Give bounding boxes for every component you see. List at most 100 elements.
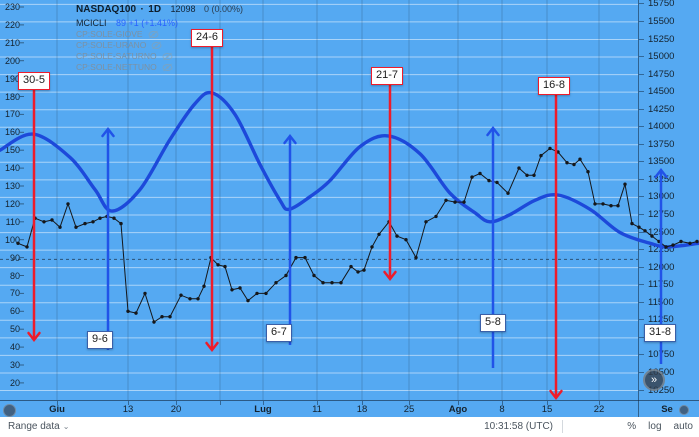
data-point-dot	[495, 180, 499, 185]
status-bar: Range data ⌄ 10:31:58 (UTC) % log auto	[0, 417, 699, 437]
price-axis-label: 15500	[638, 15, 675, 27]
data-point-dot	[91, 220, 95, 224]
data-point-dot	[630, 221, 634, 226]
data-point-dot	[58, 225, 62, 229]
price-axis-label: 14750	[638, 68, 675, 80]
time-axis-tick	[317, 401, 318, 405]
price-axis-label: 15250	[638, 33, 675, 45]
cycle-date-label-24-6[interactable]: 24-6	[191, 29, 224, 47]
data-point-dot	[112, 216, 116, 220]
cycle-date-label-30-5[interactable]: 30-5	[18, 72, 51, 90]
data-point-dot	[593, 202, 597, 206]
left-axis-label: 80	[9, 270, 20, 281]
data-point-dot	[152, 320, 156, 324]
data-point-dot	[695, 239, 699, 244]
cycle-bottom-arrow-6-7[interactable]	[283, 133, 297, 345]
auto-scale-toggle[interactable]: auto	[673, 421, 693, 432]
percent-scale-toggle[interactable]: %	[627, 421, 637, 432]
cycle-date-label-9-6[interactable]: 9-6	[87, 331, 113, 349]
indicator-legend-row[interactable]: MCICLI 89 +1 (+1.41%)	[76, 16, 243, 30]
data-point-dot	[126, 309, 130, 313]
cycle-composite-curve[interactable]	[0, 90, 699, 249]
data-point-dot	[50, 218, 54, 222]
data-point-dot	[66, 202, 70, 206]
data-point-dot	[688, 241, 692, 245]
session-clock-icon[interactable]	[679, 405, 689, 415]
cycle-bottom-arrow-9-6[interactable]	[101, 126, 115, 350]
left-axis-label: 210	[4, 37, 20, 48]
overlay-legend-rows: CP:SOLE-GIOVE CP:SOLE-URANO CP:SOLE-SATURN…	[76, 29, 243, 73]
cycle-top-arrow-21-7[interactable]	[383, 85, 397, 282]
data-point-dot	[578, 157, 582, 161]
chart-legend: NASDAQ100 · 1D 12098 0 (0.00%) MCICLI 89…	[76, 2, 243, 73]
data-point-dot	[586, 170, 590, 174]
arrow-down-icon	[27, 331, 41, 343]
overlay-name: CP:SOLE-SATURNO	[76, 50, 157, 61]
data-point-dot	[643, 229, 647, 233]
indicator-name[interactable]: MCICLI	[76, 17, 107, 28]
symbol-name[interactable]: NASDAQ100	[76, 4, 137, 15]
left-axis-label: 140	[4, 163, 20, 174]
eye-off-icon[interactable]	[162, 63, 173, 72]
time-axis-tick	[458, 401, 459, 405]
toolbar-collapse-icon[interactable]	[3, 404, 16, 417]
data-point-dot	[679, 239, 683, 244]
overlay-legend-row[interactable]: CP:SOLE-SATURNO	[76, 51, 243, 62]
cycle-top-arrow-24-6[interactable]	[205, 47, 219, 353]
footer-divider	[562, 420, 563, 433]
data-point-dot	[506, 191, 510, 195]
data-point-dot	[216, 263, 220, 267]
data-point-dot	[565, 161, 569, 165]
cycle-date-label-6-7[interactable]: 6-7	[266, 324, 292, 342]
data-point-dot	[434, 214, 438, 219]
left-axis-label: 50	[9, 324, 20, 335]
data-point-dot	[179, 293, 183, 297]
symbol-change: 0 (0.00%)	[204, 4, 244, 14]
time-axis-tick	[176, 401, 177, 405]
symbol-interval[interactable]: 1D	[148, 4, 162, 15]
overlay-name: CP:SOLE-NETTUNO	[76, 61, 157, 72]
data-point-dot	[395, 234, 399, 238]
scroll-right-button[interactable]: »	[643, 369, 665, 391]
overlay-legend-row[interactable]: CP:SOLE-URANO	[76, 40, 243, 51]
data-point-dot	[637, 225, 641, 229]
data-point-dot	[424, 220, 428, 224]
time-axis-label-25: 25	[403, 404, 415, 415]
data-point-dot	[264, 291, 268, 296]
time-axis-label-Lug: Lug	[254, 404, 272, 415]
cycle-bottom-arrow-5-8[interactable]	[486, 125, 500, 368]
time-axis[interactable]: Giu 13 20 Lug 11 18 25 Ago 8 15 22 Se	[0, 400, 699, 417]
price-axis-label: 15000	[638, 51, 675, 63]
data-point-dot	[294, 255, 298, 260]
time-axis-tick	[409, 401, 410, 405]
cycle-date-label-16-8[interactable]: 16-8	[538, 77, 571, 95]
price-axis-label: 14250	[638, 103, 675, 115]
data-point-dot	[98, 216, 102, 220]
data-point-dot	[196, 297, 200, 301]
cycle-top-arrow-16-8[interactable]	[549, 95, 563, 401]
data-point-dot	[274, 281, 278, 285]
overlay-name: CP:SOLE-URANO	[76, 39, 147, 50]
overlay-legend-row[interactable]: CP:SOLE-GIOVE	[76, 29, 243, 40]
chevron-down-icon: ⌄	[62, 422, 70, 431]
cycle-top-arrow-30-5[interactable]	[27, 89, 41, 343]
eye-off-icon[interactable]	[148, 30, 159, 39]
data-point-dot	[539, 153, 543, 158]
cycle-date-label-31-8[interactable]: 31-8	[644, 324, 677, 342]
indicator-values: 89 +1 (+1.41%)	[115, 17, 179, 28]
mcicli-dotted-line[interactable]	[17, 147, 698, 323]
clock-utc-label[interactable]: 10:31:58 (UTC)	[484, 421, 553, 432]
eye-off-icon[interactable]	[162, 52, 173, 61]
cycle-date-label-21-7[interactable]: 21-7	[371, 67, 404, 85]
overlay-legend-row[interactable]: CP:SOLE-NETTUNO	[76, 62, 243, 73]
price-axis-label: 13500	[638, 156, 675, 168]
symbol-legend-row[interactable]: NASDAQ100 · 1D 12098 0 (0.00%)	[76, 2, 243, 16]
log-scale-toggle[interactable]: log	[648, 421, 662, 432]
range-data-dropdown[interactable]: Range data ⌄	[8, 421, 70, 432]
cycle-date-label-5-8[interactable]: 5-8	[480, 314, 506, 332]
price-chart-area[interactable]: 230 220 210 200 190 180 170 160 150 140 130 120 110 1…	[0, 0, 699, 401]
data-point-dot	[609, 204, 613, 208]
data-point-dot	[616, 204, 620, 208]
eye-off-icon[interactable]	[151, 41, 162, 50]
